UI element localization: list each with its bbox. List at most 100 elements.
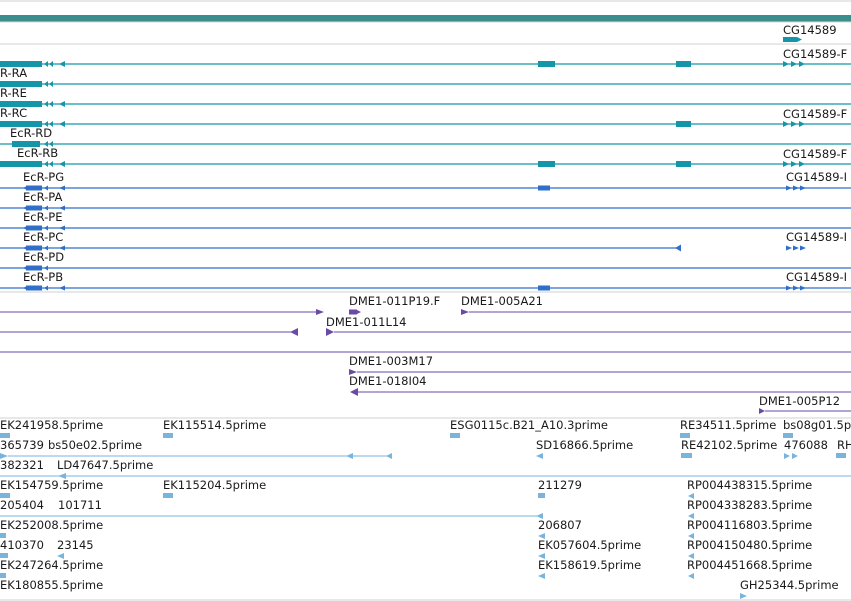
strand-arrow — [44, 285, 48, 291]
transcript-label: EcR-RB — [17, 146, 58, 160]
transcript-rc[interactable]: R-RC — [0, 101, 851, 120]
est-block — [538, 493, 545, 498]
exon — [538, 185, 550, 191]
est-label: EK115204.5prime — [163, 478, 266, 492]
est-label: EK115514.5prime — [163, 418, 266, 432]
strand-arrow — [58, 473, 66, 479]
strand-arrow — [44, 245, 48, 251]
protein-pb[interactable]: EcR-PB CG14589-I — [0, 270, 851, 291]
clone-block — [349, 309, 357, 315]
clone-label: DME1-011P19.F — [349, 294, 440, 308]
transcript-rb[interactable]: CG14589-F — [0, 147, 851, 167]
protein-pc[interactable]: EcR-PC CG14589-I — [0, 230, 847, 252]
strand-arrow — [349, 369, 357, 375]
exon — [676, 61, 691, 67]
strand-arrow — [793, 245, 799, 251]
strand-arrow — [740, 593, 747, 599]
exon — [783, 37, 797, 42]
est-label: EK057604.5prime — [538, 538, 641, 552]
strand-arrow — [59, 245, 65, 251]
exon — [538, 161, 555, 167]
transcript-label: EcR-RD — [10, 126, 52, 140]
clone-row-1[interactable]: DME1-011P19.F DME1-005A21 — [0, 294, 851, 315]
clone-row-2[interactable]: DME1-011L14 — [0, 315, 851, 336]
est-label: EK158619.5prime — [538, 558, 641, 572]
est-row-7[interactable]: 410370 23145 EK057604.5prime RP004150480… — [0, 538, 812, 559]
strand-arrow — [688, 513, 694, 519]
strand-arrow — [23, 285, 28, 291]
est-label: 476088 — [784, 438, 828, 452]
strand-arrow — [786, 245, 792, 251]
strand-arrow — [23, 245, 28, 251]
strand-arrow — [759, 408, 765, 414]
strand-arrow — [49, 81, 53, 87]
strand-arrow — [688, 533, 694, 539]
exon — [26, 185, 42, 191]
transcript-rc-cont[interactable]: EcR-RD CG14589-F — [0, 107, 851, 140]
est-label: EK180855.5prime — [0, 578, 103, 592]
est-label: 205404 — [0, 498, 44, 512]
est-row-4[interactable]: EK154759.5prime EK115204.5prime 211279 R… — [0, 478, 812, 499]
protein-label: EcR-PC — [23, 230, 63, 244]
est-label: RE34511.5prime — [680, 418, 776, 432]
est-row-5[interactable]: 205404 101711 RP004338283.5prime — [0, 498, 812, 519]
strand-arrow — [350, 388, 358, 396]
clone-row-5[interactable]: DME1-018I04 — [349, 374, 851, 396]
strand-arrow — [675, 244, 681, 252]
strand-arrow — [688, 553, 694, 559]
strand-arrow — [793, 185, 799, 191]
protein-label: CG14589-I — [786, 270, 847, 284]
est-label: EK241958.5prime — [0, 418, 103, 432]
gene-region-band — [0, 15, 851, 22]
est-row-2[interactable]: 365739 bs50e02.5prime SD16866.5prime RE4… — [0, 438, 851, 459]
strand-arrow — [44, 205, 48, 211]
strand-arrow — [800, 185, 806, 191]
est-label: 23145 — [57, 538, 94, 552]
clone-row-6[interactable]: DME1-005P12 — [759, 394, 851, 414]
strand-arrow — [44, 161, 48, 167]
transcript-re[interactable]: R-RE — [0, 81, 851, 100]
strand-arrow — [461, 309, 469, 315]
est-label: 101711 — [58, 498, 102, 512]
strand-arrow — [44, 121, 48, 127]
protein-label: EcR-PE — [23, 210, 62, 224]
est-block — [0, 553, 8, 558]
est-label: 206807 — [538, 518, 582, 532]
exon — [676, 161, 691, 167]
strand-arrow — [791, 161, 797, 167]
protein-pe[interactable]: EcR-PE — [0, 210, 851, 231]
est-block — [681, 453, 692, 458]
strand-arrow — [44, 185, 48, 191]
est-block — [0, 433, 10, 438]
est-label: ESG0115c.B21_A10.3prime — [450, 418, 608, 432]
strand-arrow — [44, 61, 48, 67]
exon — [0, 81, 42, 87]
strand-arrow — [23, 185, 28, 191]
exon — [26, 225, 42, 231]
protein-pd[interactable]: EcR-PD — [0, 250, 851, 271]
est-block — [163, 433, 173, 438]
est-label: bs08g01.5p — [783, 418, 851, 432]
est-row-3[interactable]: 382321 LD47647.5prime — [0, 458, 851, 479]
strand-arrow — [23, 265, 28, 271]
clone-row-4[interactable]: DME1-003M17 — [349, 354, 851, 375]
strand-arrow — [59, 285, 65, 291]
transcript-rd[interactable]: EcR-RB — [0, 141, 851, 160]
gene-cg14589[interactable]: CG14589 — [783, 23, 837, 42]
protein-pa[interactable]: EcR-PA — [0, 190, 851, 211]
est-row-1[interactable]: EK241958.5prime EK115514.5prime ESG0115c… — [0, 418, 851, 438]
transcript-label: CG14589-F — [783, 47, 847, 61]
est-row-9[interactable]: EK180855.5prime GH25344.5prime — [0, 578, 839, 599]
est-row-8[interactable]: EK247264.5prime EK158619.5prime RP004451… — [0, 558, 812, 579]
est-row-6[interactable]: EK252008.5prime 206807 RP004116803.5prim… — [0, 518, 812, 539]
strand-arrow — [797, 37, 802, 42]
exon — [26, 285, 42, 291]
strand-arrow — [536, 513, 543, 519]
strand-arrow — [59, 121, 65, 127]
exon — [26, 245, 42, 251]
strand-arrow — [44, 265, 48, 271]
strand-arrow — [11, 141, 16, 147]
protein-pg[interactable]: EcR-PG CG14589-I — [0, 170, 851, 191]
transcript-ra[interactable]: R-RA CG14589-F — [0, 47, 851, 80]
